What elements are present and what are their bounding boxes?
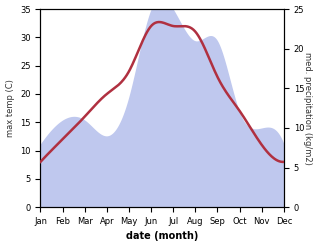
X-axis label: date (month): date (month) [126,231,198,242]
Y-axis label: med. precipitation (kg/m2): med. precipitation (kg/m2) [303,52,313,165]
Y-axis label: max temp (C): max temp (C) [5,79,15,137]
